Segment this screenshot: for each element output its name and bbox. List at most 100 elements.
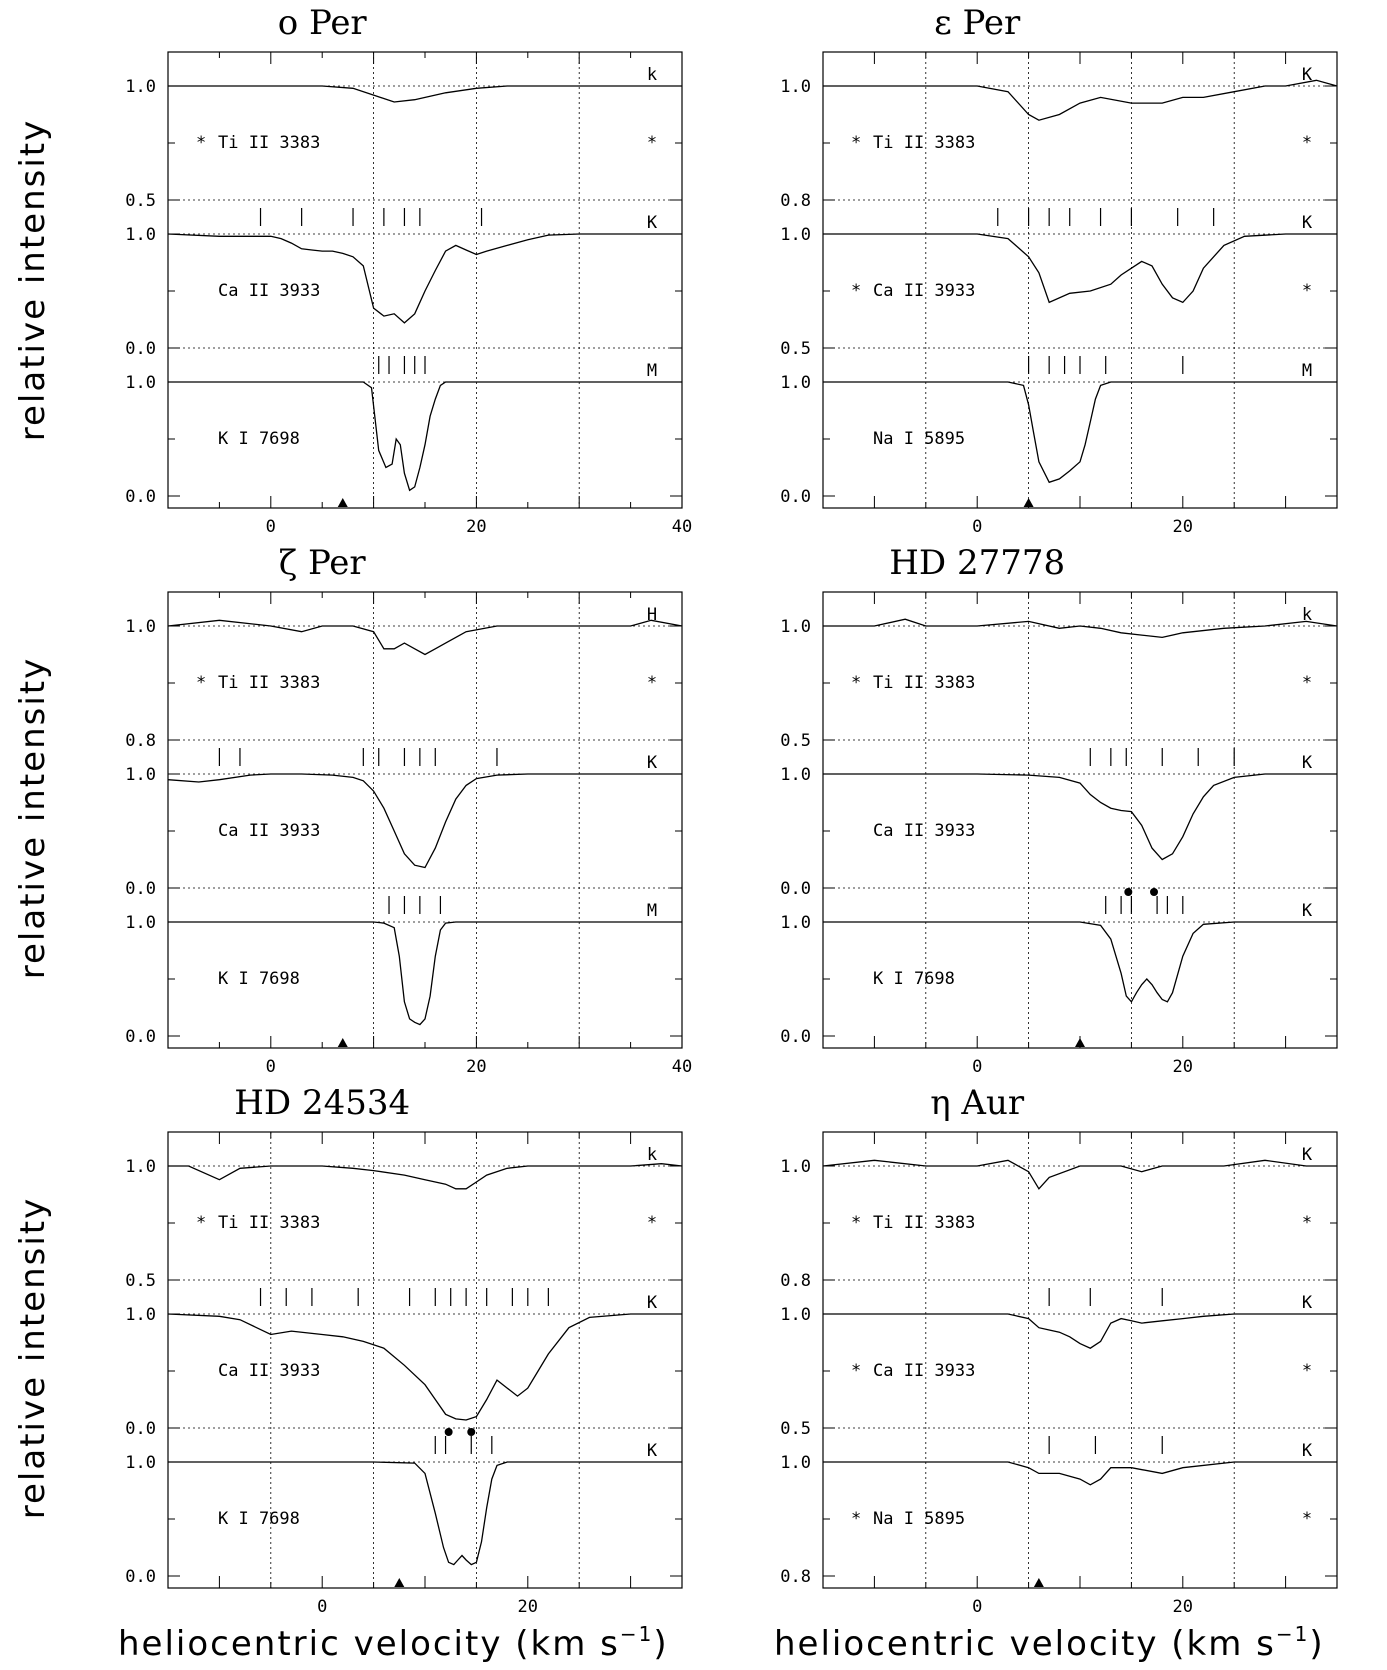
source-label: K [1302, 1145, 1313, 1165]
x-tick-label: 0 [972, 1597, 982, 1617]
y-axis-label-row-3: relative intensity [13, 1197, 53, 1519]
spectrum-line [823, 233, 1337, 304]
source-label: K [647, 753, 658, 773]
x-tick-label: 20 [518, 1597, 538, 1617]
plots-layer: o Per 0 20 40 1.0 0.5 k * * Ti II 3383 1.0 0.0 K Ca I… [125, 3, 1338, 1617]
y-tick-label: 0.0 [125, 1419, 156, 1439]
y-tick-label: 0.0 [125, 487, 156, 507]
x-tick-label: 20 [466, 1057, 486, 1077]
figure-labels: relative intensity relative intensity re… [13, 119, 1323, 1664]
y-tick-label: 1.0 [780, 913, 811, 933]
star-marker: * [1302, 1361, 1312, 1381]
chart-title: ζ Per [279, 543, 367, 583]
x-tick-label: 20 [1173, 517, 1193, 537]
source-label: K [1302, 65, 1313, 85]
star-marker: * [647, 673, 657, 693]
star-marker: * [851, 1509, 861, 1529]
x-tick-label: 0 [266, 1057, 276, 1077]
y-tick-label: 1.0 [780, 1453, 811, 1473]
source-label: M [1302, 361, 1312, 381]
y-tick-label: 0.0 [780, 1027, 811, 1047]
y-tick-label: 0.0 [780, 879, 811, 899]
stellar-velocity-marker [1075, 1038, 1085, 1047]
line-label: Ti II 3383 [873, 133, 975, 153]
source-label: K [647, 1293, 658, 1313]
y-tick-label: 0.5 [125, 1271, 156, 1291]
star-marker: * [196, 673, 206, 693]
x-tick-label: 0 [317, 1597, 327, 1617]
star-marker: * [1302, 1509, 1312, 1529]
line-label: Ti II 3383 [873, 1213, 975, 1233]
stellar-velocity-marker [394, 1578, 405, 1587]
source-label: K [1302, 753, 1313, 773]
spectrum-line [167, 773, 682, 869]
chart-title: HD 27778 [889, 543, 1065, 583]
y-axis-label-row-1: relative intensity [13, 119, 53, 441]
line-label: Na I 5895 [873, 429, 965, 449]
y-tick-label: 1.0 [125, 77, 156, 97]
source-label: k [647, 65, 657, 85]
source-label: K [647, 213, 658, 233]
source-label: H [647, 605, 657, 625]
line-label: K I 7698 [218, 969, 300, 989]
y-tick-label: 0.8 [125, 731, 156, 751]
x-tick-label: 0 [972, 517, 982, 537]
x-tick-label: 20 [1173, 1057, 1193, 1077]
spectrum-line [823, 1461, 1337, 1486]
line-label: Ca II 3933 [873, 281, 975, 301]
spectrum-line [167, 1313, 682, 1421]
y-tick-label: 0.5 [780, 731, 811, 751]
y-tick-label: 1.0 [125, 765, 156, 785]
y-tick-label: 0.0 [125, 1027, 156, 1047]
y-tick-label: 0.5 [125, 191, 156, 211]
source-label: M [647, 901, 657, 921]
line-label: Ca II 3933 [218, 1361, 320, 1381]
stellar-velocity-marker [1033, 1578, 1044, 1587]
line-label: K I 7698 [218, 429, 300, 449]
line-label: K I 7698 [218, 1509, 300, 1529]
y-tick-label: 1.0 [125, 1305, 156, 1325]
y-tick-label: 1.0 [125, 617, 156, 637]
star-marker: * [196, 133, 206, 153]
spectrum-line [168, 921, 682, 1026]
x-axis-label-left: heliocentric velocity (km s−1) [118, 1622, 669, 1664]
stellar-velocity-marker [337, 1038, 348, 1047]
line-label: Ti II 3383 [218, 1213, 320, 1233]
spectrum-line [167, 619, 683, 656]
y-tick-label: 0.8 [780, 1271, 811, 1291]
y-tick-label: 1.0 [780, 373, 811, 393]
x-tick-label: 20 [466, 517, 486, 537]
stellar-velocity-marker [1023, 498, 1034, 507]
line-label: Ca II 3933 [218, 821, 320, 841]
source-label: K [647, 1441, 658, 1461]
line-label: Na I 5895 [873, 1509, 965, 1529]
spectrum-line [168, 1163, 683, 1190]
line-label: Ti II 3383 [873, 673, 975, 693]
spectrum-line [168, 85, 682, 103]
spectrum-line [822, 1159, 1337, 1190]
source-label: K [1302, 1293, 1313, 1313]
source-label: k [1302, 605, 1312, 625]
chart-4: HD 27778 0 20 1.0 0.5 k * * Ti II 3383 1.0 0.0 K Ca … [780, 543, 1338, 1077]
y-tick-label: 0.8 [780, 1567, 811, 1587]
chart-2: ε Per 0 20 1.0 0.8 K * * Ti II 3383 1.0 0.5 K * * Ca I… [780, 3, 1338, 537]
spectrum-line [823, 1313, 1337, 1349]
star-marker: * [647, 133, 657, 153]
filled-dot-marker [467, 1428, 476, 1436]
x-tick-label: 0 [266, 517, 276, 537]
y-tick-label: 0.0 [125, 339, 156, 359]
y-tick-label: 1.0 [125, 225, 156, 245]
y-tick-label: 0.5 [780, 339, 811, 359]
spectrum-line [823, 381, 1337, 484]
chart-5: HD 24534 0 20 1.0 0.5 k * * Ti II 3383 1.0 0.0 K Ca … [125, 1083, 683, 1617]
x-axis-label-left-close: ) [653, 1624, 668, 1664]
spectrum-line [168, 381, 682, 492]
chart-3: ζ Per 0 20 40 1.0 0.8 H * * Ti II 3383 1.0 0.0 K Ca I… [125, 543, 692, 1077]
y-tick-label: 1.0 [780, 1305, 811, 1325]
y-tick-label: 1.0 [780, 77, 811, 97]
spectrum-line [823, 773, 1337, 861]
y-tick-label: 1.0 [125, 913, 156, 933]
star-marker: * [647, 1213, 657, 1233]
y-tick-label: 0.5 [780, 1419, 811, 1439]
stellar-velocity-marker [337, 498, 348, 507]
